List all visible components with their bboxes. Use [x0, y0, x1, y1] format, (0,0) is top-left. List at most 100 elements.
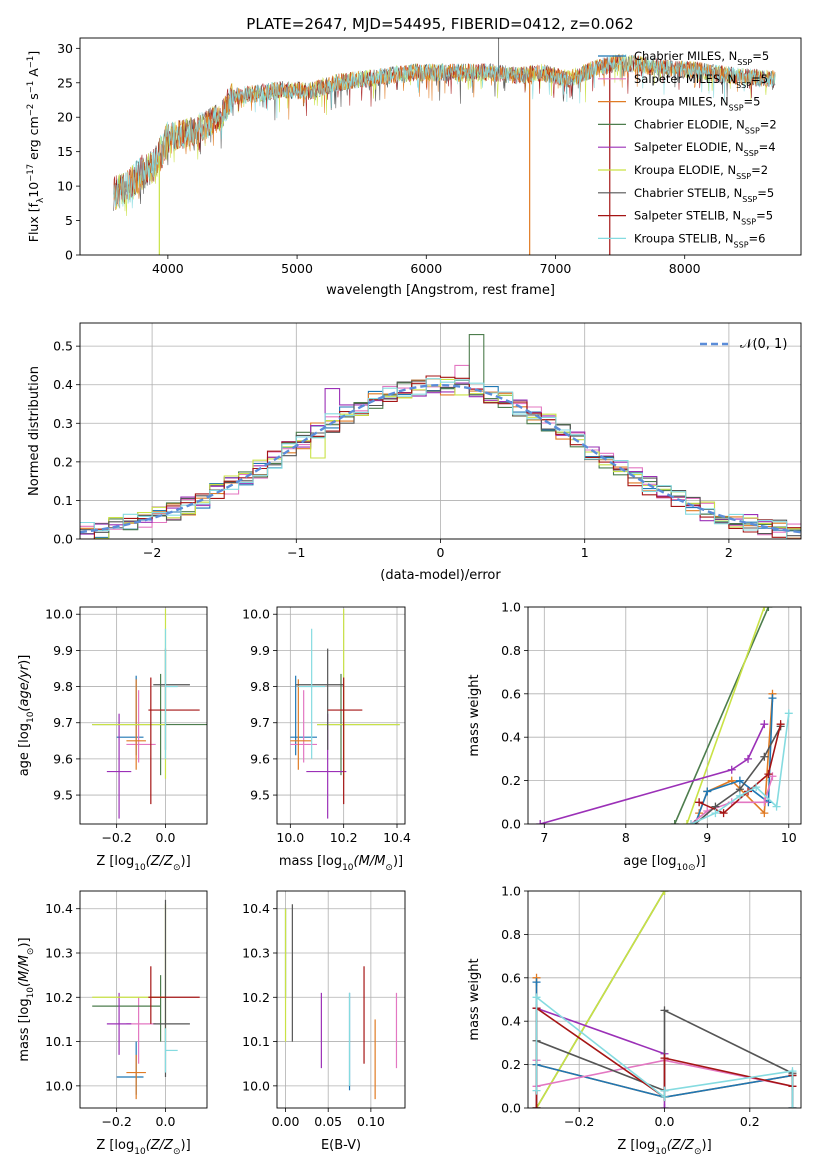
label-part: erg cm	[26, 116, 41, 164]
series-marker-salpeter_stelib	[695, 798, 704, 807]
series-marker-kroupa_stelib	[772, 802, 781, 811]
plot-area	[290, 608, 400, 819]
series-marker-salpeter_elodie	[536, 820, 545, 824]
tick-label-x: 0.00	[272, 1114, 300, 1129]
tick-label-y: 10.0	[242, 1078, 270, 1093]
legend-sub: SSP	[745, 126, 760, 135]
axis-label-y: mass [log10(M/M⊙)]	[17, 937, 36, 1061]
axis-label-y: mass weight	[467, 958, 482, 1040]
math: (Z/Z	[146, 854, 174, 869]
math: )]	[17, 937, 32, 947]
tick-label-x: 10.2	[330, 830, 358, 845]
math: (M/M	[354, 854, 386, 869]
series-marker-chabrier_elodie	[764, 607, 773, 611]
series-marker-salpeter_stelib	[776, 720, 785, 729]
legend-label: Kroupa STELIB, NSSP=6	[634, 231, 765, 249]
tick-label-x: 0.0	[156, 830, 176, 845]
subscript: 10	[342, 863, 354, 873]
series-marker-salpeter_stelib	[719, 809, 728, 818]
tick-label-y: 10.3	[242, 946, 270, 961]
tick-label-y: 1.0	[501, 884, 521, 899]
tick-label-x: 10	[781, 830, 797, 845]
tick-label-x: 10.4	[383, 830, 411, 845]
axis-label-y: Normed distribution	[27, 366, 42, 496]
tick-label-y: 10.4	[45, 901, 73, 916]
tick-label-y: 5	[65, 213, 73, 228]
series-line-kroupa_elodie	[535, 891, 666, 1108]
legend-label: 𝒩(0, 1)	[740, 337, 787, 352]
tick-label-x: 8000	[669, 261, 701, 276]
legend-label: Salpeter ELODIE, NSSP=4	[634, 140, 776, 158]
legend-eq: =2	[760, 117, 777, 131]
tick-label-x: −1	[287, 545, 305, 560]
tick-label-y: 0	[65, 248, 73, 263]
tick-label-y: 10.0	[45, 1078, 73, 1093]
axis-label-x: Z [log10(Z/Z⊙)]	[617, 1138, 711, 1157]
axis-label-x: (data-model)/error	[380, 568, 501, 583]
tick-label-y: 0.8	[501, 643, 521, 658]
legend-sub: SSP	[737, 58, 752, 67]
subscript: 10	[26, 987, 36, 999]
chart-mass_vs_Z: −0.2 0.0 10.0 10.1 10.2 10.3 10.4 Z [log10(Z/Z⊙…	[17, 890, 208, 1157]
series-marker-chabrier_elodie	[670, 820, 679, 824]
legend-sub: SSP	[741, 217, 756, 226]
tick-label-y: 9.6	[250, 751, 270, 766]
legend-text: Salpeter ELODIE, N	[634, 140, 744, 154]
legend-label: Kroupa ELODIE, NSSP=2	[634, 163, 768, 181]
tick-label-y: 10.0	[45, 607, 73, 622]
series-marker-kroupa_stelib	[784, 709, 793, 718]
label-part: −1	[26, 81, 36, 94]
tick-label-x: 0.0	[655, 1114, 675, 1129]
tick-label-y: 9.9	[250, 643, 270, 658]
series-marker-kroupa_elodie	[682, 820, 691, 824]
tick-label-y: 10.2	[45, 990, 73, 1005]
series-marker-kroupa_stelib	[660, 1086, 669, 1095]
label-part: ]	[26, 51, 41, 56]
legend-label: Salpeter MILES, NSSP=5	[634, 72, 768, 90]
label-part: λ	[36, 197, 46, 203]
tick-label-x: 0.10	[357, 1114, 385, 1129]
series-marker-salpeter_stelib	[532, 1104, 541, 1108]
subscript: ⊙	[688, 863, 696, 873]
math: (M/M	[17, 955, 32, 987]
series-line-chabrier_elodie	[673, 607, 770, 824]
subscript: ⊙	[26, 948, 36, 956]
label-part: 10	[26, 182, 41, 198]
label-part: −17	[26, 164, 36, 182]
series-marker-kroupa_stelib	[532, 1086, 541, 1095]
label-part: −2	[26, 104, 36, 117]
legend-text: Kroupa STELIB, N	[634, 231, 734, 245]
math: )]	[696, 854, 706, 869]
axes-frame	[527, 890, 802, 1109]
axes-frame	[276, 606, 406, 825]
tick-label-y: 0.4	[501, 1014, 521, 1029]
tick-label-y: 0.5	[53, 339, 73, 354]
subscript: ⊙	[173, 863, 181, 873]
series-marker-chabrier_miles	[532, 978, 541, 987]
legend-eq: =5	[752, 49, 769, 63]
tick-label-y: 0.8	[501, 927, 521, 942]
series-marker-kroupa_miles	[760, 809, 769, 818]
tick-label-y: 1.0	[501, 600, 521, 615]
legend-text: Chabrier MILES, N	[634, 49, 737, 63]
math: (Z/Z	[667, 1138, 695, 1153]
label-part: A	[26, 68, 41, 81]
series-marker-kroupa_stelib	[752, 783, 761, 792]
plot-area	[92, 899, 200, 1100]
legend-sub: SSP	[734, 240, 749, 249]
tick-label-x: 0.2	[740, 1114, 760, 1129]
math: )]	[181, 1138, 191, 1153]
histogram-kroupa_stelib	[80, 378, 801, 539]
tick-label-y: 25	[57, 75, 73, 90]
tick-label-y: 9.9	[53, 643, 73, 658]
label-part: −1	[26, 56, 36, 69]
series-line-kroupa_miles	[698, 693, 774, 815]
normal-curve	[80, 383, 801, 534]
math: )]	[702, 1138, 712, 1153]
spectrum-line-kroupa_stelib	[113, 53, 776, 209]
axis-label-x: E(B-V)	[321, 1138, 361, 1153]
tick-label-x: 8	[622, 830, 630, 845]
tick-label-y: 0.2	[53, 454, 73, 469]
tick-label-y: 10.0	[242, 607, 270, 622]
